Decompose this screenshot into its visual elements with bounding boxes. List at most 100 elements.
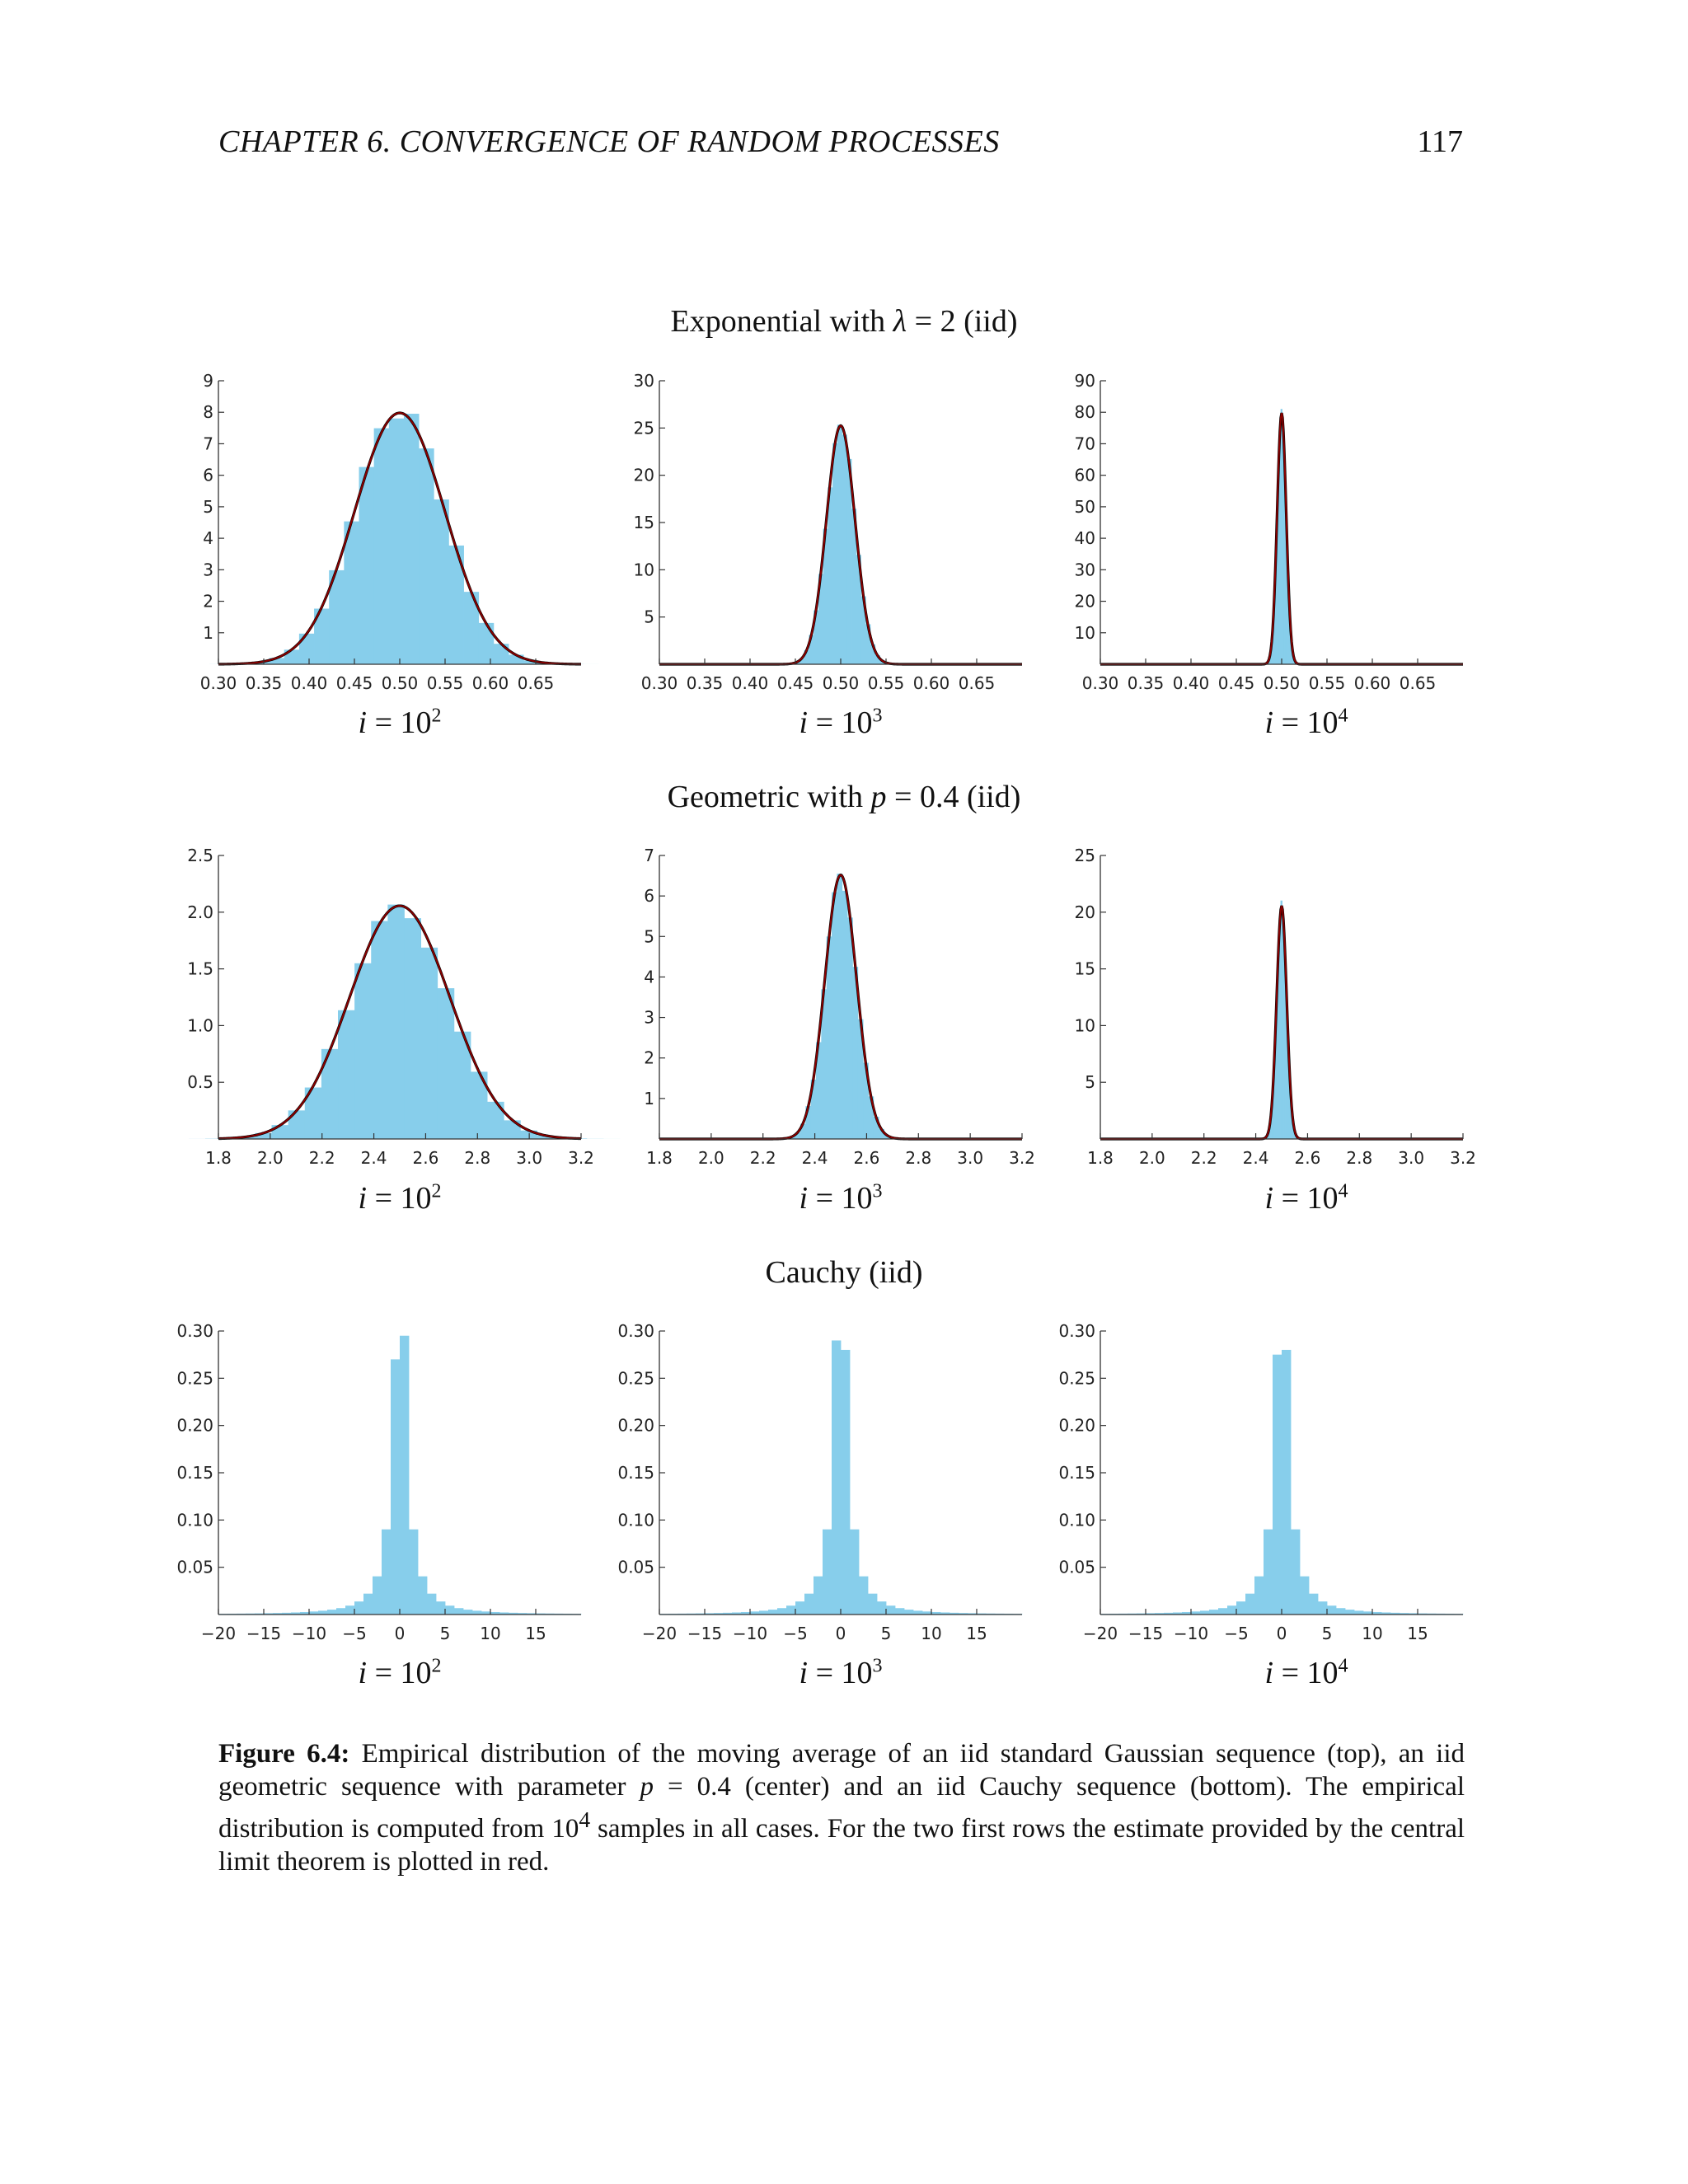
hist-bar <box>1269 649 1273 664</box>
y-tick-label: 4 <box>644 967 654 987</box>
hist-bar <box>345 1605 355 1615</box>
x-tick-label: −15 <box>1128 1624 1163 1643</box>
hist-bar <box>1268 1125 1271 1139</box>
x-tick-label: 0.60 <box>913 673 950 693</box>
hist-bar <box>1381 1612 1391 1615</box>
hist-bar <box>420 947 438 1139</box>
y-tick-label: 30 <box>634 371 654 391</box>
hist-bar <box>359 466 375 664</box>
x-tick-label: 2.6 <box>1295 1148 1321 1168</box>
hist-bar <box>1372 1611 1382 1615</box>
hist-bar <box>865 624 871 664</box>
y-tick-label: 0.15 <box>1058 1463 1095 1483</box>
y-tick-label: 5 <box>644 926 654 946</box>
hist-bar <box>741 1611 751 1615</box>
hist-bar <box>832 1340 842 1615</box>
subplot-label: i = 104 <box>1264 705 1348 740</box>
hist-bar <box>1300 1576 1310 1615</box>
hist-bar <box>453 1031 471 1139</box>
hist-bar <box>895 1608 905 1615</box>
hist-bar <box>904 1610 914 1615</box>
x-tick-label: 0.55 <box>868 673 905 693</box>
hist-bar <box>309 1611 319 1615</box>
y-tick-label: 1.5 <box>187 959 213 979</box>
hist-bar <box>1345 1610 1355 1615</box>
hist-bar <box>454 1608 464 1615</box>
subplot-geo-1e4: 5 10 15 20 25 1.8 2.0 2.2 2.4 2.6 2.8 3.0 3.2 <box>1075 846 1476 1168</box>
y-tick-label: 2 <box>203 592 213 612</box>
y-tick-label: 0.05 <box>176 1558 213 1577</box>
y-tick-label: 0.30 <box>617 1321 654 1341</box>
hist-bar <box>499 1612 509 1615</box>
hist-bar <box>1200 1610 1210 1615</box>
x-tick-label: 3.0 <box>1398 1148 1424 1168</box>
hist-bar <box>877 1601 887 1615</box>
hist-bar <box>318 1610 328 1615</box>
hist-bar <box>1218 1608 1228 1615</box>
x-tick-label: −20 <box>1083 1624 1118 1643</box>
hist-bar <box>913 1610 923 1615</box>
hist-bar <box>1327 1605 1337 1615</box>
hist-bar <box>536 1613 546 1615</box>
x-tick-label: 0.65 <box>1400 673 1437 693</box>
hist-bar <box>814 610 819 664</box>
y-tick-label: 2.0 <box>187 902 213 922</box>
hist-bar <box>810 1079 817 1139</box>
hist-bar <box>1209 1610 1219 1615</box>
y-tick-label: 0.15 <box>176 1463 213 1483</box>
subplot-geo-1e3: 1 2 3 4 5 6 7 1.8 2.0 2.2 2.4 2.6 2.8 3.0 3.2 <box>644 846 1035 1168</box>
hist-bar <box>863 1062 869 1139</box>
hist-bar <box>860 596 866 664</box>
hist-bar <box>852 967 859 1139</box>
subplot-label: i = 103 <box>799 1655 883 1690</box>
y-tick-label: 3 <box>203 560 213 579</box>
hist-bar <box>886 1605 896 1615</box>
hist-bar <box>1264 1529 1273 1615</box>
hist-bar <box>870 644 876 664</box>
hist-bar <box>434 499 449 664</box>
y-tick-label: 6 <box>644 886 654 906</box>
y-tick-label: 1 <box>644 1089 654 1108</box>
y-tick-label: 0.20 <box>176 1416 213 1436</box>
x-tick-label: −10 <box>292 1624 326 1643</box>
hist-bar <box>842 890 848 1139</box>
x-tick-label: 2.0 <box>257 1148 284 1168</box>
hist-bar <box>857 1019 864 1139</box>
x-tick-label: 5 <box>1322 1624 1333 1643</box>
y-tick-label: 2.5 <box>187 846 213 865</box>
x-tick-label: 2.6 <box>854 1148 880 1168</box>
hist-bar <box>255 1132 272 1139</box>
hist-bar <box>1277 957 1279 1139</box>
hist-bar <box>1182 1611 1192 1615</box>
hist-bar <box>403 414 420 664</box>
x-tick-label: 0 <box>836 1624 846 1643</box>
clt-curve <box>218 905 582 1140</box>
hist-bar <box>805 1106 812 1139</box>
hist-bar <box>300 1611 310 1615</box>
hist-bar <box>437 988 455 1139</box>
hist-bar <box>523 660 539 664</box>
hist-bar <box>481 1611 491 1615</box>
figure-caption: Figure 6.4: Empirical distribution of th… <box>218 1739 1465 1877</box>
x-tick-label: 2.0 <box>1139 1148 1165 1168</box>
x-tick-label: 1.8 <box>646 1148 673 1168</box>
hist-bar <box>373 428 390 664</box>
x-tick-label: 1.8 <box>205 1148 232 1168</box>
x-tick-label: 0.40 <box>291 673 328 693</box>
hist-bar <box>1273 1049 1276 1139</box>
y-tick-label: 5 <box>203 497 213 517</box>
x-tick-label: 2.2 <box>750 1148 776 1168</box>
y-tick-label: 30 <box>1075 560 1095 579</box>
x-tick-label: 2.6 <box>413 1148 439 1168</box>
x-tick-label: 5 <box>440 1624 451 1643</box>
hist-bar <box>509 1612 518 1615</box>
hist-bar <box>1274 569 1277 664</box>
subplot-label: i = 103 <box>799 705 883 740</box>
hist-bar <box>1290 1102 1293 1139</box>
hist-bar <box>723 1612 733 1615</box>
y-tick-label: 0.25 <box>617 1368 654 1388</box>
hist-bar <box>1286 545 1289 664</box>
hist-bar <box>940 1612 950 1615</box>
hist-bar <box>418 1576 428 1615</box>
